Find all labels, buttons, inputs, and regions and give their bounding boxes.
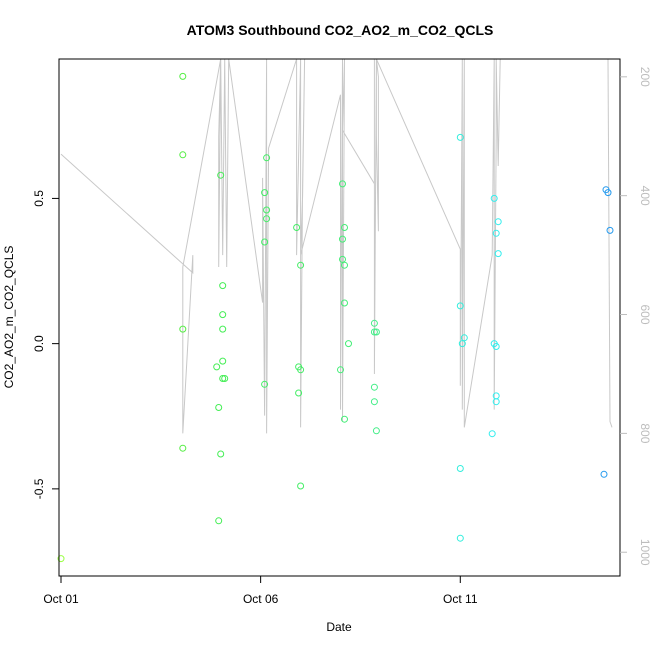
data-point [341, 261, 348, 269]
data-point [339, 235, 346, 243]
data-point [219, 311, 227, 319]
y-axis: -0.5 0.0 0.5 [32, 190, 59, 499]
altitude-line [60, 58, 613, 434]
data-point [370, 398, 378, 406]
data-point [179, 325, 187, 333]
data-point [263, 154, 271, 162]
data-point [370, 383, 378, 391]
x-axis: Oct 01 Oct 06 Oct 11 [43, 575, 478, 606]
points-layer [57, 72, 614, 563]
data-point [219, 282, 227, 290]
x-tick-label: Oct 01 [43, 592, 79, 606]
data-point [219, 325, 227, 333]
data-point [295, 389, 303, 397]
data-point [456, 534, 464, 542]
data-point [600, 470, 608, 478]
data-point [370, 319, 378, 327]
data-point [215, 517, 223, 525]
data-point [263, 215, 271, 223]
data-point [213, 363, 221, 371]
y-right-tick-label: 600 [638, 305, 650, 325]
data-point [217, 171, 225, 179]
y-axis-right: 200 400 600 800 1000 [620, 67, 650, 566]
data-point [179, 72, 187, 80]
data-point [372, 427, 380, 435]
data-point [341, 224, 348, 231]
data-point [490, 194, 498, 202]
data-point [492, 398, 500, 406]
y-tick-label: 0.5 [32, 190, 46, 207]
data-point [297, 366, 305, 374]
data-point [606, 226, 614, 234]
plot-frame [58, 58, 621, 577]
data-point [604, 189, 612, 197]
data-point [297, 261, 305, 269]
data-point [179, 151, 187, 159]
data-point [370, 328, 378, 336]
data-point [179, 444, 187, 452]
y-right-tick-label: 1000 [638, 539, 650, 566]
data-point [219, 375, 227, 382]
data-point [488, 430, 496, 438]
x-tick-label: Oct 06 [243, 592, 279, 606]
data-point [456, 465, 464, 472]
data-point [261, 189, 269, 197]
data-point [293, 224, 301, 231]
data-point [456, 302, 464, 310]
data-point [492, 229, 500, 237]
y-tick-label: -0.5 [32, 478, 46, 499]
data-point [339, 180, 346, 188]
data-point [261, 238, 269, 246]
data-point [458, 340, 466, 348]
data-point [492, 343, 500, 350]
y-axis-label: CO2_AO2_m_CO2_QCLS [2, 246, 16, 389]
altitude-layer [60, 58, 613, 434]
data-point [494, 250, 502, 258]
data-point [215, 404, 223, 411]
y-right-tick-label: 800 [638, 423, 650, 443]
x-axis-label: Date [326, 620, 352, 634]
data-point [345, 340, 352, 348]
data-point [261, 380, 269, 388]
chart-title: ATOM3 Southbound CO2_AO2_m_CO2_QCLS [187, 22, 494, 38]
data-point [341, 299, 348, 307]
data-point [456, 133, 464, 141]
data-point [494, 218, 502, 226]
y-right-tick-label: 400 [638, 186, 650, 206]
data-point [57, 555, 65, 563]
y-right-tick-label: 200 [638, 67, 650, 87]
data-point [217, 450, 225, 458]
x-tick-label: Oct 11 [443, 592, 478, 606]
data-point [219, 357, 227, 365]
data-point [263, 206, 271, 214]
data-point [372, 328, 380, 336]
y-tick-label: 0.0 [32, 335, 46, 352]
data-point [337, 366, 344, 374]
data-point [297, 482, 305, 490]
data-point [341, 415, 348, 423]
data-point [221, 375, 229, 382]
